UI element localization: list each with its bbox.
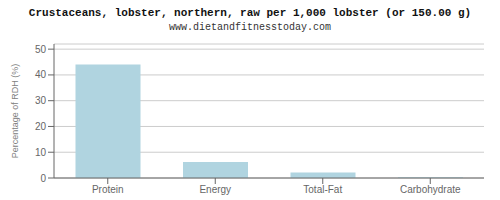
svg-text:50: 50 [35, 44, 47, 55]
svg-text:10: 10 [35, 147, 47, 158]
html-text:Crustaceans, lobster, northern: Crustaceans, lobster, northern, raw per … [28, 6, 472, 19]
svg-text:Protein: Protein [92, 184, 124, 195]
svg-text:40: 40 [35, 69, 47, 80]
html-text:www.dietandfitnesstoday.com: www.dietandfitnesstoday.com [169, 21, 331, 33]
svg-text:Percentage of RDH (%): Percentage of RDH (%) [10, 64, 20, 159]
svg-text:Energy: Energy [199, 184, 231, 195]
svg-text:Total-Fat: Total-Fat [303, 184, 342, 195]
svg-text:30: 30 [35, 95, 47, 106]
svg-text:0: 0 [40, 173, 46, 184]
svg-text:20: 20 [35, 121, 47, 132]
svg-text:Carbohydrate: Carbohydrate [400, 184, 461, 195]
